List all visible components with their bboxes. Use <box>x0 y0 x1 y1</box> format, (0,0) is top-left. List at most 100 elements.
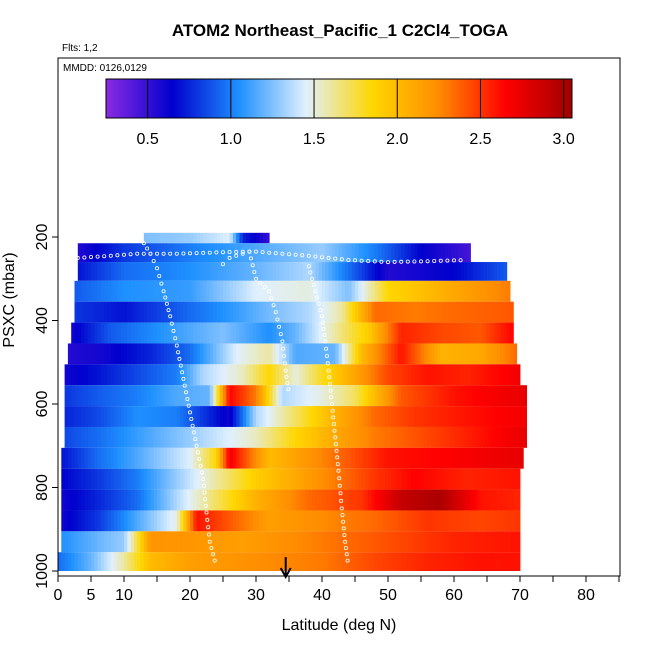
heatmap-cell <box>269 531 273 553</box>
heatmap-cell <box>226 531 230 553</box>
heatmap-cell <box>275 552 280 571</box>
heatmap-cell <box>397 280 402 302</box>
heatmap-cell <box>150 406 155 427</box>
track-marker <box>319 314 324 319</box>
heatmap-cell <box>480 385 485 407</box>
heatmap-cell <box>440 510 445 532</box>
heatmap-cell <box>381 531 386 553</box>
heatmap-cell <box>236 489 240 511</box>
heatmap-cell <box>124 531 128 553</box>
heatmap-cell <box>160 343 164 365</box>
heatmap-cell <box>480 447 485 469</box>
heatmap-cell <box>61 531 65 553</box>
track-marker <box>173 336 178 341</box>
heatmap-cell <box>322 489 326 511</box>
heatmap-cell <box>176 322 181 344</box>
heatmap-cell <box>407 322 412 344</box>
heatmap-cell <box>378 280 382 302</box>
heatmap-cell <box>335 510 339 532</box>
heatmap-cell <box>190 262 194 281</box>
heatmap-cell <box>104 301 108 323</box>
heatmap-cell <box>269 385 273 407</box>
heatmap-cell <box>279 364 283 386</box>
track-marker <box>412 259 417 264</box>
heatmap-cell <box>120 280 125 302</box>
heatmap-cell <box>447 468 452 490</box>
heatmap-cell <box>107 243 112 263</box>
heatmap-cell <box>503 489 508 511</box>
heatmap-cell <box>239 468 244 490</box>
heatmap-cell <box>312 385 316 407</box>
heatmap-cell <box>157 489 161 511</box>
heatmap-cell <box>295 243 300 263</box>
heatmap-cell <box>124 243 128 263</box>
heatmap-cell <box>226 510 230 532</box>
heatmap-cell <box>430 301 435 323</box>
heatmap-cell <box>232 364 237 386</box>
heatmap-cell <box>444 262 448 281</box>
heatmap-cell <box>477 489 481 511</box>
heatmap-cell <box>147 322 151 344</box>
heatmap-cell <box>100 301 105 323</box>
heatmap-cell <box>394 343 399 365</box>
heatmap-cell <box>133 552 138 571</box>
heatmap-cell <box>256 343 260 365</box>
heatmap-cell <box>170 447 174 469</box>
heatmap-cell <box>424 426 428 448</box>
heatmap-cell <box>71 406 75 427</box>
heatmap-cell <box>74 364 79 386</box>
heatmap-cell <box>107 468 112 490</box>
heatmap-cell <box>153 322 158 344</box>
heatmap-cell <box>170 280 174 302</box>
heatmap-cell <box>371 301 376 323</box>
heatmap-cell <box>490 385 494 407</box>
heatmap-cell <box>454 301 458 323</box>
heatmap-cell <box>302 510 306 532</box>
heatmap-cell <box>368 552 372 571</box>
heatmap-cell <box>77 243 82 263</box>
heatmap-cell <box>414 426 419 448</box>
heatmap-cell <box>107 447 112 469</box>
heatmap-cell <box>94 468 98 490</box>
heatmap-cell <box>298 280 303 302</box>
heatmap-cell <box>282 531 287 553</box>
heatmap-cell <box>473 447 478 469</box>
heatmap-cell <box>407 468 412 490</box>
heatmap-cell <box>292 406 296 427</box>
heatmap-cell <box>322 262 326 281</box>
heatmap-cell <box>335 322 339 344</box>
heatmap-cell <box>487 301 491 323</box>
track-marker <box>328 388 333 393</box>
heatmap-cell <box>394 364 399 386</box>
heatmap-cell <box>496 552 501 571</box>
heatmap-cell <box>226 232 230 244</box>
heatmap-cell <box>298 364 303 386</box>
heatmap-cell <box>397 489 402 511</box>
heatmap-cell <box>289 262 293 281</box>
heatmap-cell <box>140 406 145 427</box>
heatmap-cell <box>143 280 148 302</box>
heatmap-cell <box>331 243 336 263</box>
heatmap-cell <box>239 364 244 386</box>
heatmap-cell <box>338 322 343 344</box>
heatmap-cell <box>87 447 92 469</box>
heatmap-cell <box>460 510 465 532</box>
plot-frame <box>57 57 621 577</box>
heatmap-cell <box>487 343 491 365</box>
heatmap-cell <box>447 301 452 323</box>
heatmap-cell <box>282 510 287 532</box>
heatmap-band <box>64 385 527 407</box>
heatmap-cell <box>170 301 174 323</box>
heatmap-cell <box>183 385 188 407</box>
heatmap-cell <box>348 406 353 427</box>
heatmap-cell <box>97 510 102 532</box>
heatmap-cell <box>401 385 405 407</box>
heatmap-cell <box>190 406 194 427</box>
heatmap-cell <box>206 489 211 511</box>
heatmap-cell <box>252 385 257 407</box>
colorbar-tick-label: 1.0 <box>220 131 242 148</box>
heatmap-cell <box>315 489 320 511</box>
track-marker <box>168 251 173 256</box>
heatmap-cell <box>147 510 151 532</box>
heatmap-cell <box>77 510 82 532</box>
